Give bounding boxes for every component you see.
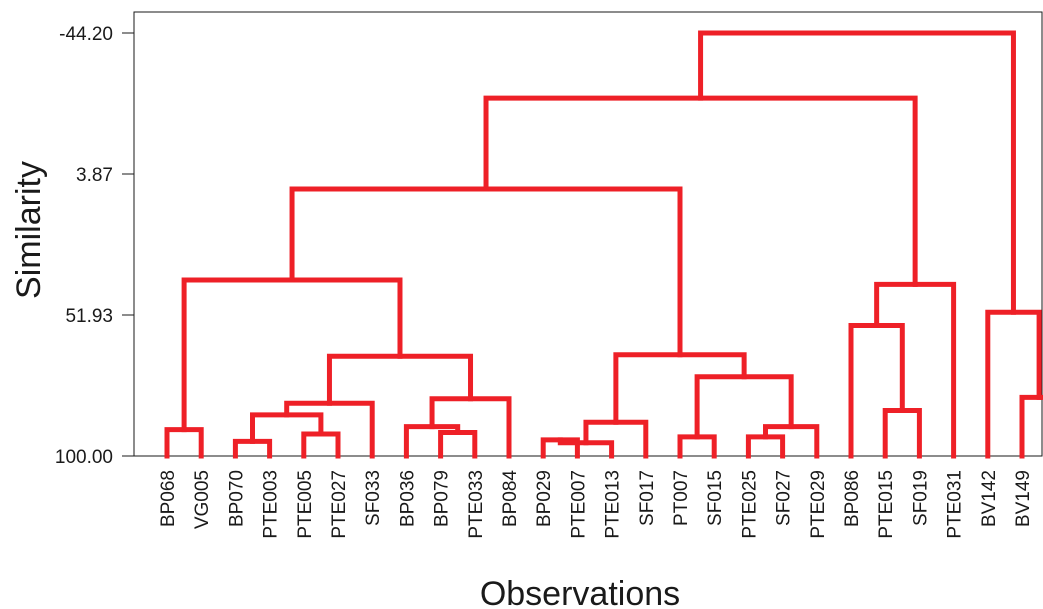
leaf-label-BP086: BP086 — [842, 470, 863, 527]
leaf-label-PTE029: PTE029 — [808, 470, 829, 539]
merge-link-25 — [698, 30, 1016, 315]
merge-link-0 — [164, 427, 204, 459]
leaf-label-PTE013: PTE013 — [603, 470, 624, 539]
merge-link-3 — [250, 412, 324, 444]
merge-link-1 — [301, 431, 341, 459]
merge-link-4 — [284, 400, 375, 459]
merge-link-15 — [763, 424, 820, 459]
merge-link-12 — [583, 419, 649, 459]
leaf-label-BV142: BV142 — [979, 470, 1000, 527]
leaf-label-BP070: BP070 — [226, 470, 247, 527]
leaf-label-BV149: BV149 — [1013, 470, 1034, 527]
leaf-label-SF019: SF019 — [910, 470, 931, 526]
merge-link-20 — [848, 322, 905, 459]
leaf-label-SF027: SF027 — [774, 470, 795, 526]
merge-link-13 — [677, 434, 717, 459]
leaf-label-SF015: SF015 — [705, 470, 726, 526]
leaf-label-BP068: BP068 — [158, 470, 179, 527]
y-tick-label-2: 51.93 — [65, 306, 113, 327]
plot-frame — [133, 11, 1043, 457]
y-axis-title: Similarity — [10, 161, 48, 299]
leaf-label-BP084: BP084 — [500, 470, 521, 527]
leaf-label-PT007: PT007 — [671, 470, 692, 526]
leaf-label-PTE015: PTE015 — [876, 470, 897, 539]
merge-link-21 — [874, 281, 957, 459]
merge-link-5 — [438, 430, 478, 459]
leaf-label-PTE033: PTE033 — [466, 470, 487, 539]
leaf-label-PTE025: PTE025 — [739, 470, 760, 539]
y-tick-label-1: 3.87 — [76, 165, 113, 186]
leaf-label-PTE031: PTE031 — [945, 470, 966, 539]
y-tick-label-3: 100.00 — [55, 447, 113, 468]
dendrogram-links — [164, 30, 1043, 459]
leaf-label-BP079: BP079 — [432, 470, 453, 527]
leaf-label-VG005: VG005 — [192, 470, 213, 529]
leaf-label-SF033: SF033 — [363, 470, 384, 526]
leaf-labels: BP068 VG005 BP070 PTE003 PTE005 PTE027 SF033 BP… — [158, 470, 1034, 539]
merge-link-22 — [1019, 394, 1043, 459]
merge-link-23 — [985, 309, 1042, 459]
merge-link-8 — [326, 353, 474, 406]
leaf-label-BP036: BP036 — [397, 470, 418, 527]
leaf-label-PTE027: PTE027 — [329, 470, 350, 539]
leaf-label-PTE003: PTE003 — [261, 470, 282, 539]
leaf-label-PTE005: PTE005 — [295, 470, 316, 539]
merge-link-17 — [613, 352, 747, 425]
merge-link-18 — [289, 186, 683, 358]
x-axis-title: Observations — [480, 575, 680, 609]
leaf-label-PTE007: PTE007 — [568, 470, 589, 539]
y-axis: -44.20 3.87 51.93 100.00 — [55, 24, 134, 468]
y-tick-label-0: -44.20 — [59, 24, 113, 45]
merge-link-19 — [882, 408, 922, 459]
leaf-label-BP029: BP029 — [534, 470, 555, 527]
leaf-label-SF017: SF017 — [637, 470, 658, 526]
merge-link-14 — [745, 434, 786, 459]
